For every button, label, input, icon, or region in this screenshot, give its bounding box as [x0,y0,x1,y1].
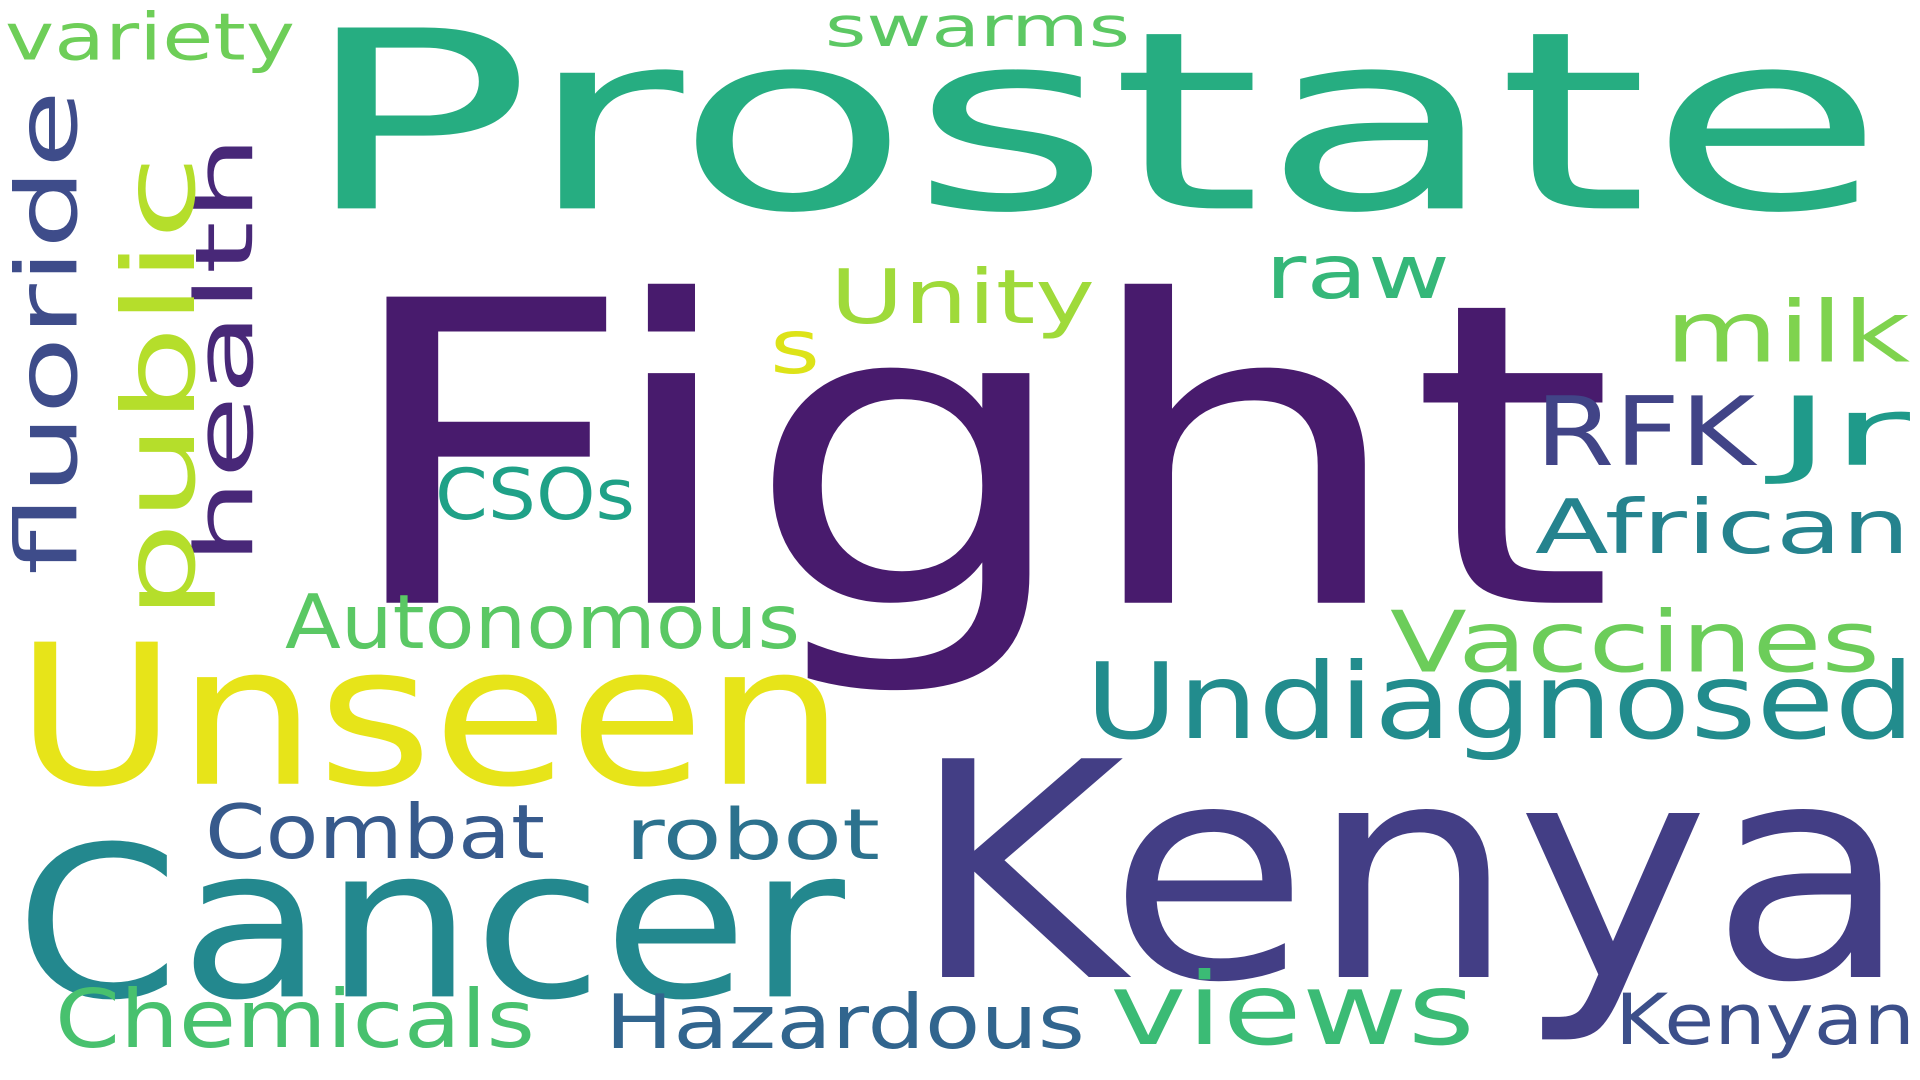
word-kenya: Kenya [910,698,1910,1049]
word-jr: Jr [1775,376,1910,488]
word-rfk: RFK [1535,376,1755,488]
word-fight: Fight [335,212,1615,704]
word-unseen: Unseen [15,602,845,831]
word-chemicals: Chemicals [55,972,535,1067]
word-robot: robot [625,793,880,876]
word-autonomous: Autonomous [285,578,800,666]
word-african: African [1535,483,1910,571]
word-vaccines: Vaccines [1390,592,1880,692]
word-views: views [1110,951,1475,1068]
word-swarms: swarms [825,0,1130,60]
word-fluoride: fluoride [0,90,97,575]
word-csos: CSOs [435,453,635,536]
word-prostate: Prostate [300,0,1885,268]
word-raw: raw [1265,228,1450,316]
word-combat: Combat [205,788,545,876]
word-unity: Unity [830,253,1095,341]
word-variety: variety [5,0,295,76]
word-undiagnosed: Undiagnosed [1085,640,1915,764]
word-kenyan: Kenyan [1615,978,1915,1061]
word-s: s [770,303,820,391]
word-public: public [101,155,218,620]
word-cancer: Cancer [15,801,845,1047]
word-milk: milk [1665,282,1910,382]
word-hazardous: Hazardous [605,978,1085,1066]
